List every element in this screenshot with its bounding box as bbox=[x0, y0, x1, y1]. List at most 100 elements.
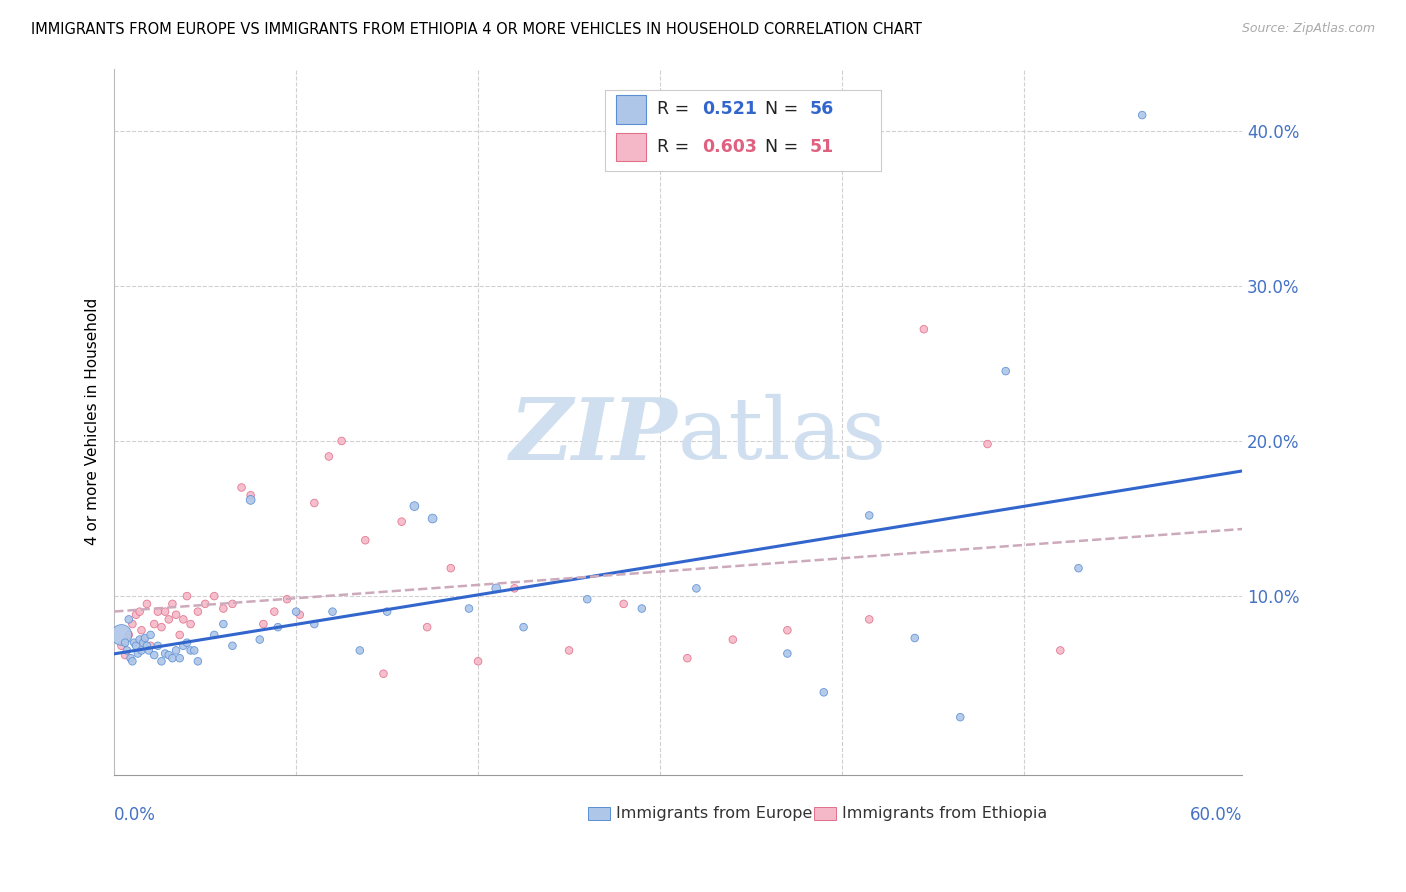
Point bbox=[120, 651, 142, 665]
Point bbox=[512, 620, 534, 634]
Text: 0.0%: 0.0% bbox=[114, 806, 156, 824]
Point bbox=[162, 597, 184, 611]
FancyBboxPatch shape bbox=[814, 807, 837, 820]
Point bbox=[146, 639, 169, 653]
Point bbox=[128, 605, 150, 619]
Point bbox=[994, 364, 1017, 378]
Point bbox=[285, 605, 308, 619]
Y-axis label: 4 or more Vehicles in Household: 4 or more Vehicles in Household bbox=[86, 298, 100, 545]
Point bbox=[858, 508, 880, 523]
Point bbox=[187, 654, 209, 668]
Point bbox=[422, 511, 444, 525]
Point bbox=[128, 632, 150, 647]
Point bbox=[373, 666, 395, 681]
Point bbox=[139, 639, 162, 653]
Point bbox=[354, 533, 377, 548]
Point bbox=[304, 496, 326, 510]
Text: IMMIGRANTS FROM EUROPE VS IMMIGRANTS FROM ETHIOPIA 4 OR MORE VEHICLES IN HOUSEHO: IMMIGRANTS FROM EUROPE VS IMMIGRANTS FRO… bbox=[31, 22, 922, 37]
Point bbox=[131, 624, 153, 638]
Point bbox=[114, 648, 136, 662]
Point bbox=[685, 582, 707, 596]
Point bbox=[976, 437, 998, 451]
Point bbox=[330, 434, 353, 448]
Point bbox=[127, 647, 149, 661]
Point bbox=[776, 647, 799, 661]
Point bbox=[125, 639, 148, 653]
Point bbox=[125, 607, 148, 622]
Point bbox=[131, 643, 153, 657]
Point bbox=[221, 597, 243, 611]
Point bbox=[172, 639, 194, 653]
Point bbox=[212, 617, 235, 632]
Point bbox=[318, 450, 340, 464]
Point bbox=[143, 617, 166, 632]
Point bbox=[440, 561, 463, 575]
Point bbox=[391, 515, 413, 529]
Point bbox=[176, 589, 198, 603]
Point bbox=[221, 639, 243, 653]
Point bbox=[132, 635, 155, 649]
Point bbox=[118, 612, 141, 626]
Point bbox=[172, 612, 194, 626]
Point bbox=[202, 628, 225, 642]
Point bbox=[576, 592, 599, 607]
Point bbox=[169, 628, 191, 642]
Point bbox=[288, 607, 311, 622]
Point bbox=[187, 605, 209, 619]
Point bbox=[180, 617, 202, 632]
Point bbox=[110, 628, 132, 642]
FancyBboxPatch shape bbox=[588, 807, 610, 820]
Point bbox=[176, 635, 198, 649]
Point bbox=[239, 492, 262, 507]
Point bbox=[231, 481, 253, 495]
Point bbox=[267, 620, 290, 634]
Point bbox=[136, 639, 159, 653]
Point bbox=[1130, 108, 1153, 122]
Point bbox=[239, 488, 262, 502]
Point bbox=[404, 499, 426, 513]
Point bbox=[721, 632, 744, 647]
Point bbox=[202, 589, 225, 603]
Point bbox=[157, 648, 180, 662]
Point bbox=[212, 601, 235, 615]
Point bbox=[162, 651, 184, 665]
Text: Immigrants from Ethiopia: Immigrants from Ethiopia bbox=[842, 805, 1047, 821]
Point bbox=[503, 582, 526, 596]
Point bbox=[165, 607, 187, 622]
Point bbox=[169, 651, 191, 665]
Point bbox=[114, 635, 136, 649]
Point bbox=[276, 592, 298, 607]
Point bbox=[249, 632, 271, 647]
Point bbox=[1067, 561, 1090, 575]
Point bbox=[165, 643, 187, 657]
Point bbox=[121, 654, 143, 668]
Point bbox=[132, 632, 155, 647]
Point bbox=[180, 643, 202, 657]
Point bbox=[136, 597, 159, 611]
Point bbox=[416, 620, 439, 634]
Point bbox=[115, 643, 138, 657]
Point bbox=[613, 597, 636, 611]
Point bbox=[904, 631, 927, 645]
Point bbox=[150, 654, 173, 668]
Point bbox=[150, 620, 173, 634]
Point bbox=[630, 601, 652, 615]
Point bbox=[485, 582, 508, 596]
Point bbox=[143, 648, 166, 662]
Text: atlas: atlas bbox=[678, 394, 887, 477]
Point bbox=[183, 643, 205, 657]
Text: Immigrants from Europe: Immigrants from Europe bbox=[616, 805, 813, 821]
Point bbox=[194, 597, 217, 611]
Point bbox=[322, 605, 344, 619]
Point bbox=[146, 605, 169, 619]
Point bbox=[139, 628, 162, 642]
Point bbox=[949, 710, 972, 724]
Point bbox=[558, 643, 581, 657]
Point bbox=[153, 605, 176, 619]
Point bbox=[349, 643, 371, 657]
Point bbox=[157, 612, 180, 626]
Point bbox=[813, 685, 835, 699]
Point bbox=[858, 612, 880, 626]
Point bbox=[467, 654, 489, 668]
Point bbox=[1049, 643, 1071, 657]
